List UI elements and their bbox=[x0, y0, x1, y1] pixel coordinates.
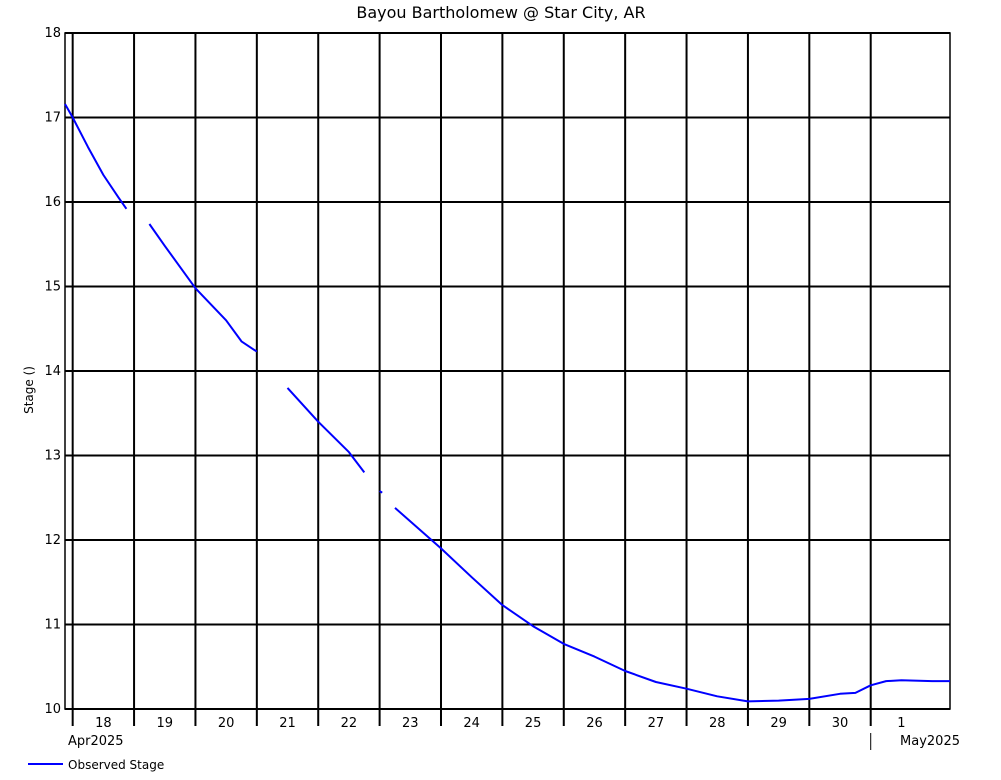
y-tick-label: 12 bbox=[44, 533, 61, 548]
x-tick-label: 19 bbox=[156, 716, 173, 731]
y-axis-ticks: 10 11 12 13 14 15 16 17 18 bbox=[44, 26, 61, 717]
x-tick-label: 1 bbox=[897, 716, 905, 731]
x-tick-label: 21 bbox=[279, 716, 296, 731]
y-tick-label: 18 bbox=[44, 26, 61, 41]
x-tick-label: 25 bbox=[525, 716, 542, 731]
y-tick-label: 10 bbox=[44, 702, 61, 717]
series-layer bbox=[64, 103, 950, 703]
y-tick-label: 15 bbox=[44, 280, 61, 295]
x-tick-label: 18 bbox=[95, 716, 112, 731]
chart-title: Bayou Bartholomew @ Star City, AR bbox=[356, 3, 645, 22]
x-tick-label: 26 bbox=[586, 716, 603, 731]
x-tick-label: 22 bbox=[341, 716, 358, 731]
y-tick-label: 17 bbox=[44, 111, 61, 126]
series-line-observed-stage bbox=[379, 490, 383, 494]
x-axis-ticks: 18 19 20 21 22 23 24 25 26 27 28 29 30 1 Apr2025 May202… bbox=[68, 716, 960, 750]
month-label: May2025 bbox=[900, 734, 960, 749]
y-tick-label: 16 bbox=[44, 195, 61, 210]
month-label: Apr2025 bbox=[68, 734, 124, 749]
x-tick-label: 24 bbox=[463, 716, 480, 731]
series-line-observed-stage bbox=[64, 103, 128, 210]
legend: Observed Stage bbox=[28, 758, 164, 772]
y-axis-label: Stage () bbox=[22, 366, 36, 414]
series-line-observed-stage bbox=[394, 507, 950, 703]
y-tick-label: 13 bbox=[44, 449, 61, 464]
x-tick-label: 30 bbox=[832, 716, 849, 731]
y-tick-label: 11 bbox=[44, 618, 61, 633]
legend-label-observed-stage: Observed Stage bbox=[68, 758, 164, 772]
series-line-observed-stage bbox=[148, 223, 258, 353]
x-tick-label: 20 bbox=[218, 716, 235, 731]
x-tick-label: 27 bbox=[648, 716, 665, 731]
x-tick-label: 23 bbox=[402, 716, 419, 731]
x-tick-label: 29 bbox=[770, 716, 787, 731]
series-line-observed-stage bbox=[286, 387, 366, 474]
grid bbox=[64, 32, 951, 726]
y-tick-label: 14 bbox=[44, 364, 61, 379]
x-tick-label: 28 bbox=[709, 716, 726, 731]
